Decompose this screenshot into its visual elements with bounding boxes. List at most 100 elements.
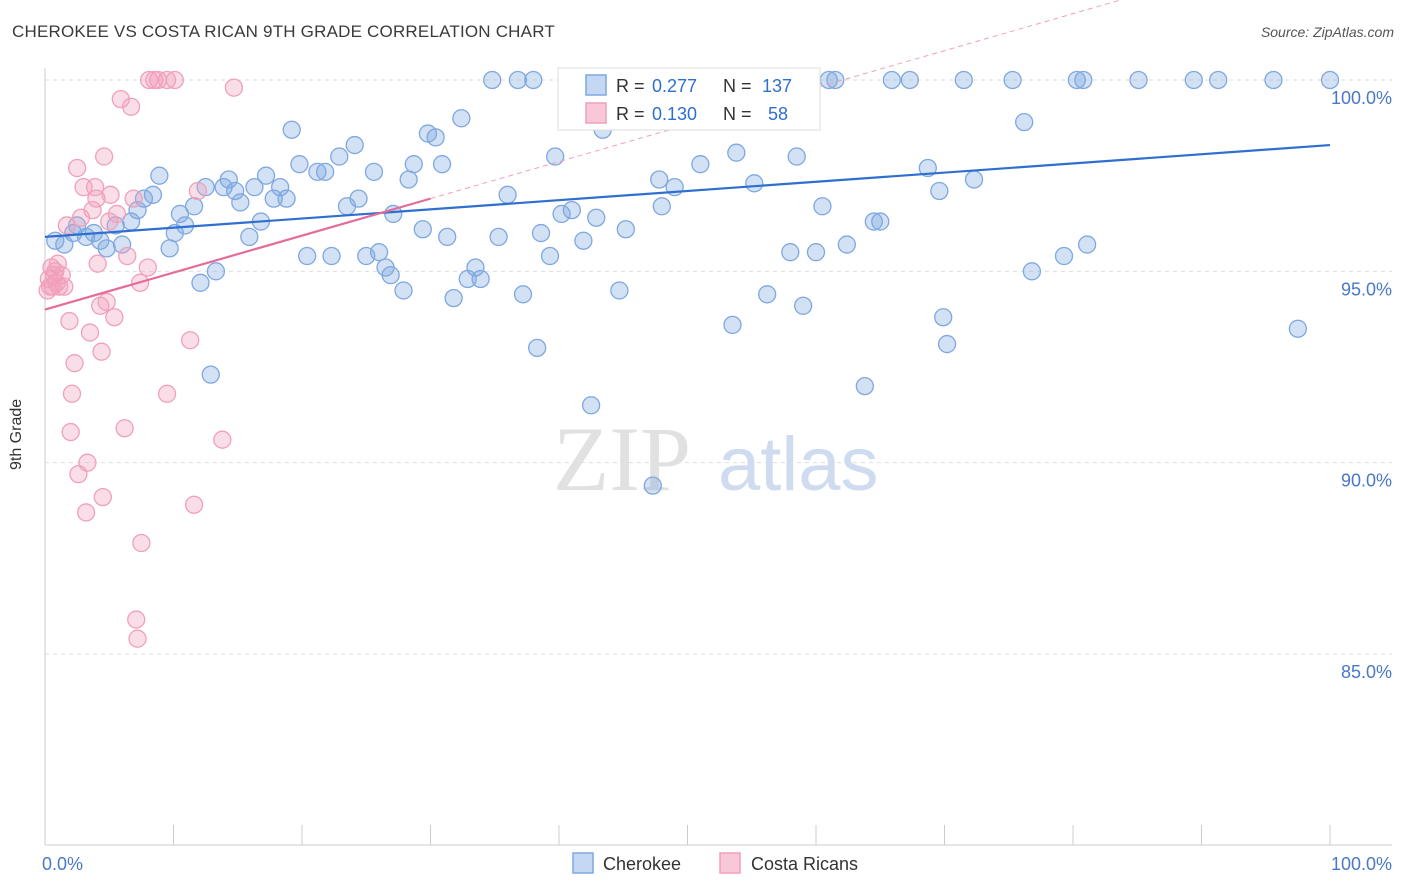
costa-ricans-point-56 [213,430,232,449]
costa-ricans-point-13 [60,311,79,331]
cherokee-point-56 [426,128,445,147]
costa-ricans-point-41 [124,189,143,208]
costa-ricans-point-34 [101,185,120,204]
cherokee-point-68 [513,285,533,304]
costa-ricans-point-9 [49,277,69,296]
cherokee-point-72 [540,246,560,266]
stats-n-label-costa-ricans: N = [723,104,752,124]
stats-n-value-costa-ricans: 58 [768,104,788,124]
cherokee-point-51 [394,281,413,300]
cherokee-point-126 [1320,70,1340,90]
costa-ricans-point-31 [94,147,114,166]
cherokee-point-103 [855,376,874,396]
watermark: ZIP atlas [553,408,879,510]
costa-ricans-point-14 [61,422,80,442]
cherokee-point-99 [813,197,832,216]
cherokee-point-29 [245,177,264,197]
cherokee-point-37 [297,246,317,266]
cherokee-point-119 [1074,70,1093,90]
cherokee-point-65 [489,227,508,247]
cherokee-point-44 [349,189,368,208]
cherokee-point-31 [256,166,276,185]
cherokee-point-27 [231,193,250,212]
cherokee-point-69 [524,70,543,90]
costa-ricans-point-21 [76,503,96,522]
y-tick-label-100: 100.0% [1331,88,1392,108]
trend-line-cherokee [44,143,1331,238]
cherokee-point-32 [264,189,283,208]
stats-r-label-cherokee: R = [616,76,645,96]
cherokee-point-67 [508,70,528,90]
cherokee-point-7 [97,239,116,258]
cherokee-point-117 [1054,246,1074,266]
cherokee-point-85 [652,197,671,216]
costa-ricans-point-43 [128,629,147,648]
costa-ricans-point-46 [138,258,157,277]
costa-ricans-point-50 [157,384,177,403]
x-tick-label-min: 0.0% [42,854,83,874]
costa-ricans-point-8 [48,254,67,273]
cherokee-point-88 [691,155,710,174]
legend-swatch-cherokee [572,852,594,874]
chart-title: CHEROKEE VS COSTA RICAN 9TH GRADE CORREL… [12,22,555,41]
series-legend: Cherokee Costa Ricans [572,852,858,874]
trend-lines [44,0,1331,311]
cherokee-point-63 [471,269,490,289]
cherokee-point-71 [531,223,551,243]
cherokee-point-121 [1129,70,1148,90]
costa-ricans-point-53 [181,331,200,350]
cherokee-point-98 [806,243,826,262]
cherokee-point-101 [826,70,845,90]
cherokee-point-62 [466,258,485,277]
cherokee-point-26 [226,181,245,201]
cherokee-point-39 [315,162,335,181]
gridlines [45,79,1392,655]
costa-ricans-point-15 [62,384,82,403]
cherokee-point-57 [432,155,452,174]
cherokee-point-116 [1022,262,1042,281]
stats-n-label-cherokee: N = [723,76,752,96]
cherokee-point-35 [282,120,301,139]
cherokee-point-38 [308,162,327,181]
cherokee-point-53 [404,155,423,174]
cherokee-point-36 [290,155,309,174]
cherokee-point-75 [562,200,581,220]
cherokee-point-58 [438,227,457,247]
costa-ricans-point-57 [224,78,244,97]
costa-ricans-point-37 [111,89,130,109]
cherokee-point-66 [498,185,517,204]
stats-r-label-costa-ricans: R = [616,104,645,124]
legend-label-costa-ricans: Costa Ricans [751,854,858,874]
cherokee-point-60 [452,109,471,128]
costa-ricans-point-39 [118,246,137,266]
cherokee-point-84 [650,170,669,189]
costa-ricans-point-26 [87,189,106,208]
cherokee-point-118 [1067,70,1087,90]
legend-swatch-costa-ricans [719,852,741,874]
cherokee-point-13 [143,185,163,204]
trend-extension-costa-ricans [430,0,1123,200]
watermark-zip: ZIP [553,408,691,510]
costa-ricans-point-32 [97,292,116,312]
cherokee-point-110 [934,308,953,327]
cherokee-point-92 [745,174,764,193]
costa-ricans-point-40 [121,97,141,116]
cherokee-point-22 [201,365,220,384]
cherokee-point-52 [399,170,418,189]
cherokee-point-14 [150,166,169,185]
cherokee-point-73 [545,147,565,166]
costa-ricans-point-33 [100,212,119,231]
costa-ricans-point-22 [78,453,97,472]
cherokee-point-124 [1264,70,1283,90]
y-tick-label-95: 95.0% [1341,279,1392,299]
cherokee-point-83 [643,476,662,495]
watermark-atlas: atlas [718,422,879,507]
cherokee-point-108 [918,158,937,178]
cherokee-point-113 [964,170,984,189]
cherokee-point-49 [381,266,400,285]
costa-ricans-point-27 [88,254,107,273]
cherokee-point-112 [954,70,973,90]
cherokee-point-122 [1184,70,1203,90]
cherokee-point-125 [1288,319,1308,338]
cherokee-point-120 [1077,235,1097,254]
